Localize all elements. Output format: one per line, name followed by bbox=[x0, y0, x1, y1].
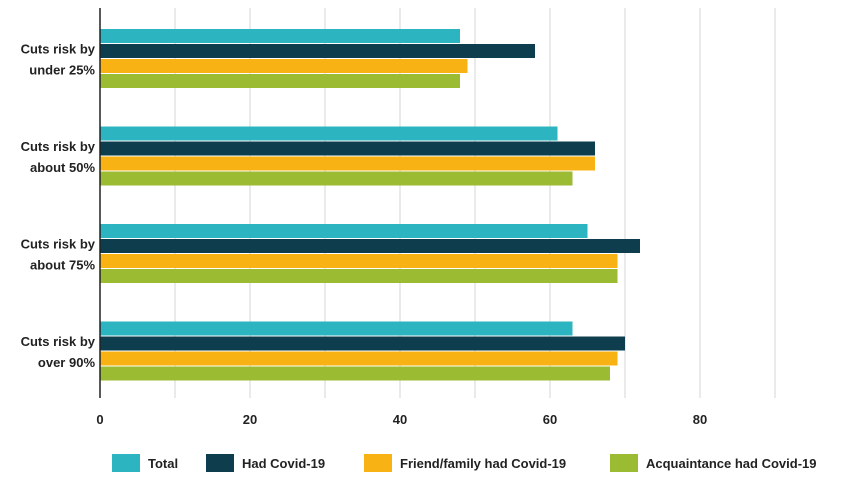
legend-label-friend-family: Friend/family had Covid-19 bbox=[400, 455, 567, 471]
category-label: Cuts risk by over 90% bbox=[21, 334, 96, 370]
bar-chart: Cuts risk by under 25% Cuts risk by about 5… bbox=[21, 8, 776, 427]
category-labels: Cuts risk by under 25% Cuts risk by about 5… bbox=[21, 42, 96, 371]
legend-label-total: Total bbox=[148, 455, 179, 471]
bar-3-series-2 bbox=[100, 239, 640, 253]
x-tick-label: 20 bbox=[243, 412, 257, 427]
x-tick-label: 40 bbox=[393, 412, 407, 427]
legend-item-had-covid: Had Covid-19 bbox=[206, 452, 325, 474]
legend-swatch-acquaintance bbox=[610, 454, 638, 472]
bar-4-series-4 bbox=[100, 366, 610, 381]
category-label-line: Cuts risk by bbox=[21, 237, 96, 252]
category-label-line: Cuts risk by bbox=[21, 139, 96, 154]
bars bbox=[100, 29, 640, 381]
bar-4-series-3 bbox=[100, 351, 618, 366]
bar-2-series-1 bbox=[100, 126, 558, 141]
legend-item-total: Total bbox=[112, 452, 178, 474]
legend-swatch-total bbox=[112, 454, 140, 472]
x-tick-label: 60 bbox=[543, 412, 557, 427]
bar-3-series-1 bbox=[100, 224, 588, 238]
bar-3-series-4 bbox=[100, 269, 618, 283]
bar-4-series-1 bbox=[100, 321, 573, 336]
x-tick-label: 0 bbox=[96, 412, 103, 427]
category-label: Cuts risk by about 50% bbox=[21, 139, 96, 175]
bar-1-series-2 bbox=[100, 44, 535, 58]
category-label: Cuts risk by about 75% bbox=[21, 237, 96, 273]
category-label-line: Cuts risk by bbox=[21, 334, 96, 349]
legend: Total Had Covid-19 Friend/family had Cov… bbox=[0, 452, 846, 474]
legend-label-had-covid: Had Covid-19 bbox=[242, 455, 326, 471]
category-label-line: Cuts risk by bbox=[21, 42, 96, 57]
category-label-line: over 90% bbox=[38, 355, 96, 370]
legend-item-acquaintance: Acquaintance had Covid-19 bbox=[610, 452, 816, 474]
bar-3-series-3 bbox=[100, 254, 618, 268]
bar-4-series-2 bbox=[100, 336, 625, 351]
category-label-line: about 75% bbox=[30, 258, 95, 273]
bar-1-series-4 bbox=[100, 74, 460, 88]
legend-swatch-friend-family bbox=[364, 454, 392, 472]
legend-label-acquaintance: Acquaintance had Covid-19 bbox=[646, 455, 817, 471]
bar-1-series-1 bbox=[100, 29, 460, 43]
bar-2-series-3 bbox=[100, 156, 595, 171]
category-label-line: under 25% bbox=[29, 63, 95, 78]
bar-2-series-2 bbox=[100, 141, 595, 156]
category-label-line: about 50% bbox=[30, 160, 95, 175]
bar-2-series-4 bbox=[100, 171, 573, 186]
category-label: Cuts risk by under 25% bbox=[21, 42, 96, 78]
legend-swatch-had-covid bbox=[206, 454, 234, 472]
x-axis-tick-labels: 0 20 40 60 80 bbox=[96, 412, 707, 427]
x-tick-label: 80 bbox=[693, 412, 707, 427]
bar-1-series-3 bbox=[100, 59, 468, 73]
legend-item-friend-family: Friend/family had Covid-19 bbox=[364, 452, 566, 474]
